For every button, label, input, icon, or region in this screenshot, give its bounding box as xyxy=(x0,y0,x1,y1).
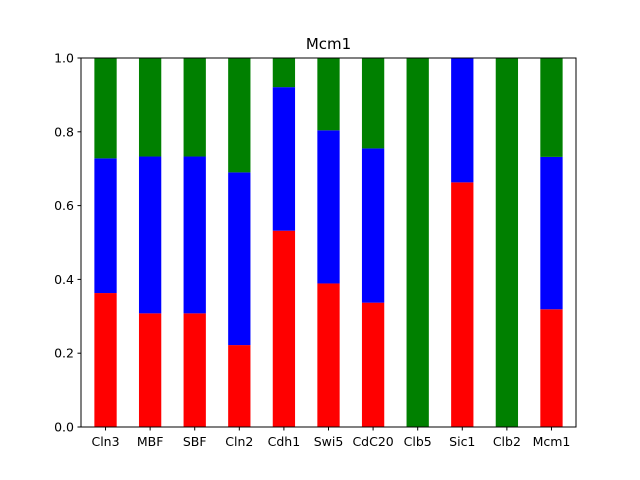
y-tick-label: 0.8 xyxy=(54,124,74,139)
bar-clb2-segment-3 xyxy=(495,58,519,427)
bars-layer xyxy=(94,58,563,427)
bar-swi5-segment-2 xyxy=(317,130,340,284)
bar-cdc20-segment-3 xyxy=(361,58,385,149)
x-tick-label-clb5: Clb5 xyxy=(404,434,432,449)
bar-cln2-segment-2 xyxy=(228,172,251,346)
x-tick-label-cln3: Cln3 xyxy=(91,434,119,449)
y-tick-label: 0.0 xyxy=(54,420,74,435)
bar-mbf-segment-1 xyxy=(138,313,162,427)
bar-cln3-segment-2 xyxy=(94,158,117,294)
bar-mbf-segment-2 xyxy=(138,156,162,314)
bar-cln2-segment-1 xyxy=(228,345,251,427)
bar-cdh1-segment-3 xyxy=(272,58,296,88)
x-axis: Cln3 MBF SBF Cln2 Cdh1 Swi5 CdC20 Clb5 Sic1 Clb2 M… xyxy=(91,427,570,449)
bar-clb5-segment-3 xyxy=(406,58,429,427)
x-tick-label-cdh1: Cdh1 xyxy=(268,434,301,449)
x-tick-label-mcm1: Mcm1 xyxy=(533,434,571,449)
x-tick-label-mbf: MBF xyxy=(137,434,164,449)
bar-sbf-segment-1 xyxy=(183,313,206,427)
bar-cln3-segment-1 xyxy=(94,293,117,427)
x-tick-label-sbf: SBF xyxy=(183,434,207,449)
x-tick-label-sic1: Sic1 xyxy=(449,434,475,449)
x-tick-label-cln2: Cln2 xyxy=(225,434,253,449)
chart-title: Mcm1 xyxy=(306,35,351,53)
bar-cdh1-segment-2 xyxy=(272,87,296,231)
y-tick-label: 0.4 xyxy=(54,272,74,287)
x-tick-label-clb2: Clb2 xyxy=(493,434,521,449)
bar-mbf-segment-3 xyxy=(138,58,162,157)
x-tick-label-cdc20: CdC20 xyxy=(352,434,393,449)
bar-sic1-segment-1 xyxy=(451,182,474,427)
bar-swi5-segment-1 xyxy=(317,283,340,427)
bar-cdh1-segment-1 xyxy=(272,230,296,427)
bar-mcm1-segment-1 xyxy=(540,309,563,427)
bar-sbf-segment-2 xyxy=(183,156,206,314)
y-axis: 0.0 0.2 0.4 0.6 0.8 1.0 xyxy=(54,51,81,435)
y-tick-label: 1.0 xyxy=(54,51,74,66)
bar-sic1-segment-2 xyxy=(451,58,474,183)
bar-swi5-segment-3 xyxy=(317,58,340,131)
y-tick-label: 0.2 xyxy=(54,346,74,361)
bar-mcm1-segment-3 xyxy=(540,58,563,157)
bar-cdc20-segment-1 xyxy=(361,302,385,427)
bar-cln3-segment-3 xyxy=(94,58,117,159)
bar-mcm1-segment-2 xyxy=(540,156,563,310)
bar-cln2-segment-3 xyxy=(228,58,251,173)
bar-cdc20-segment-2 xyxy=(361,148,385,303)
x-tick-label-swi5: Swi5 xyxy=(314,434,344,449)
y-tick-label: 0.6 xyxy=(54,198,74,213)
bar-sbf-segment-3 xyxy=(183,58,206,157)
